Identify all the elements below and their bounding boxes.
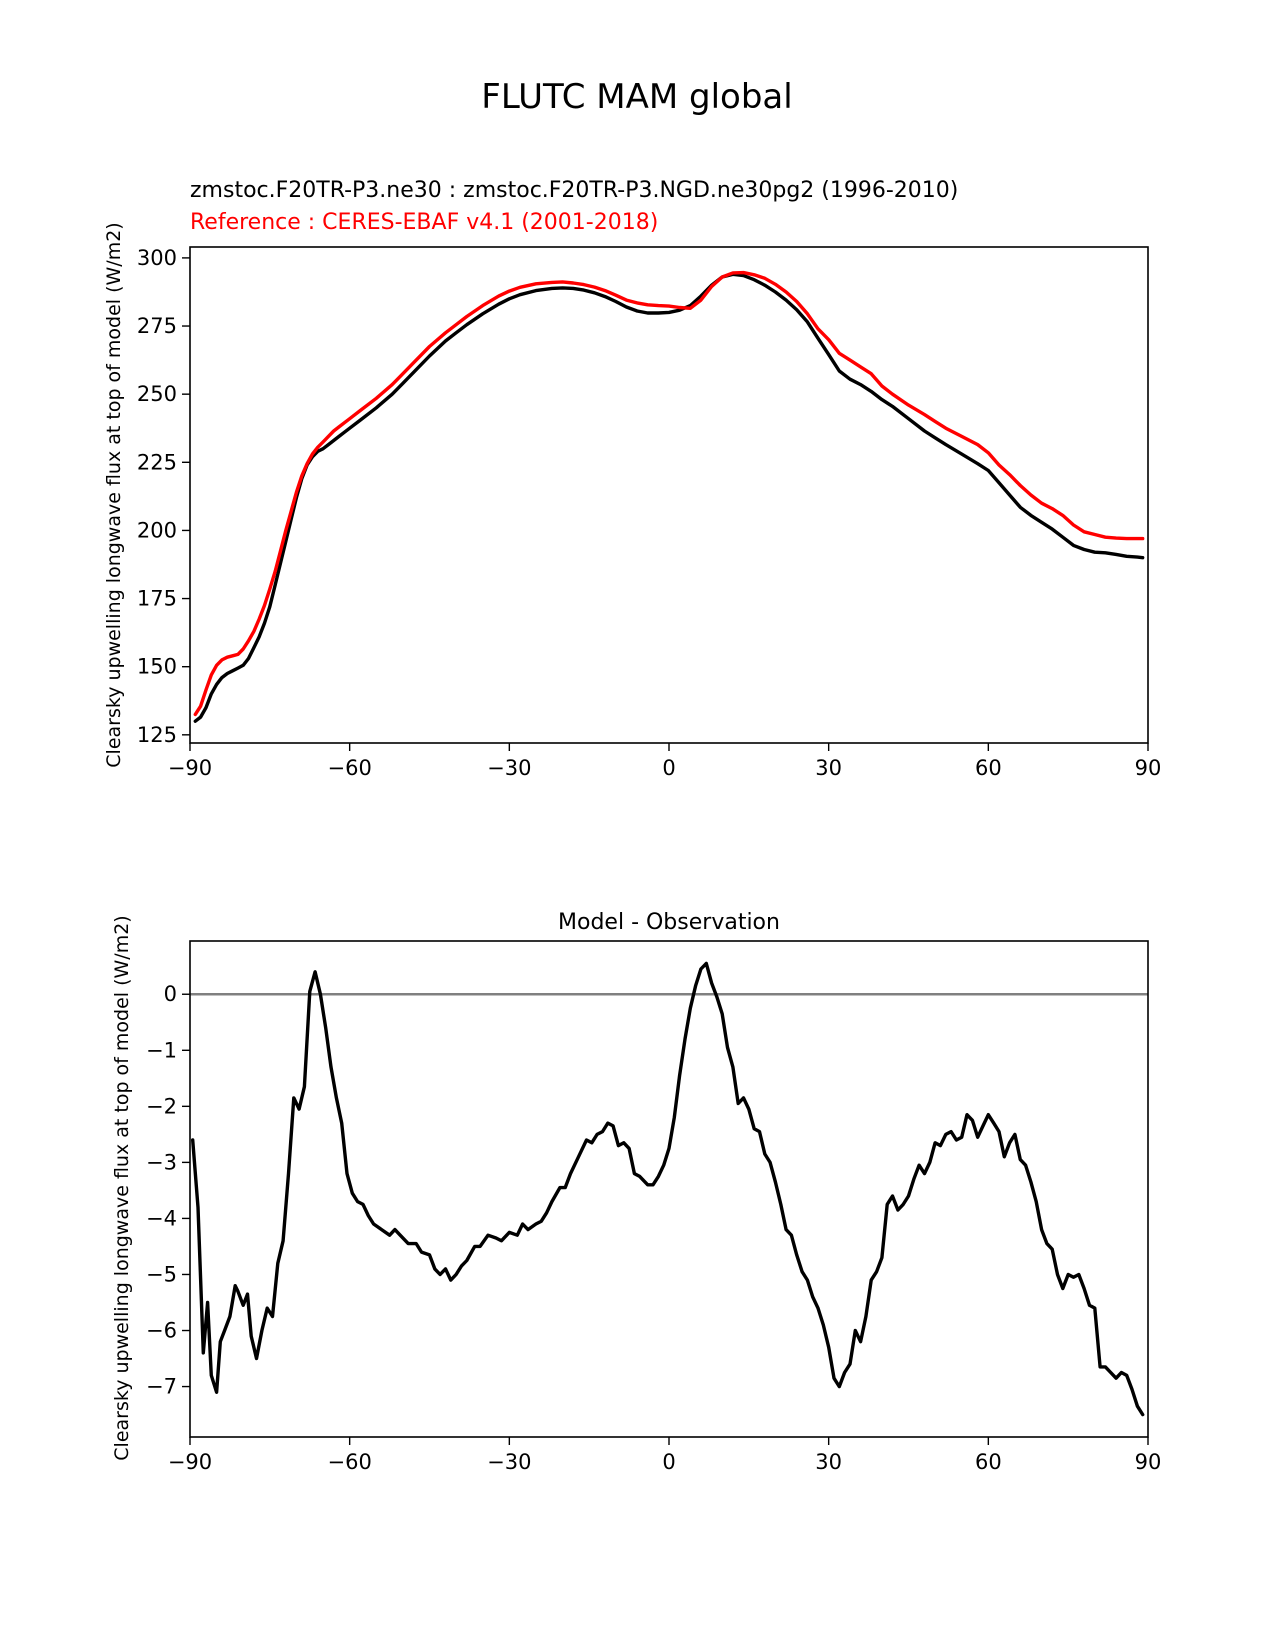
x-tick-label: 30 bbox=[815, 1450, 842, 1474]
y-tick-label: 125 bbox=[137, 723, 177, 747]
test-series-line bbox=[193, 272, 1145, 723]
reference-series-line bbox=[193, 270, 1145, 717]
x-tick-label: 0 bbox=[662, 756, 675, 780]
y-tick-label: −1 bbox=[146, 1038, 177, 1062]
top-plot-frame bbox=[189, 246, 1149, 744]
bottom-series bbox=[190, 961, 1148, 1417]
y-tick-label: 300 bbox=[137, 246, 177, 270]
y-axis-label: Clearsky upwelling longwave flux at top … bbox=[111, 915, 133, 1460]
zonal-mean-panel: zmstoc.F20TR-P3.ne30 : zmstoc.F20TR-P3.N… bbox=[103, 178, 1161, 780]
y-axis-label: Clearsky upwelling longwave flux at top … bbox=[103, 222, 125, 767]
test-label: zmstoc.F20TR-P3.ne30 : zmstoc.F20TR-P3.N… bbox=[190, 178, 958, 203]
x-tick-label: −60 bbox=[328, 1450, 372, 1474]
y-tick-label: 275 bbox=[137, 314, 177, 338]
top-ticks: −90 −60 −30 0 30 60 90 125 150 175 200 225 250 275 300 bbox=[137, 246, 1161, 780]
y-tick-label: −5 bbox=[146, 1262, 177, 1286]
reference-label: Reference : CERES-EBAF v4.1 (2001-2018) bbox=[190, 210, 658, 235]
difference-series-line bbox=[190, 961, 1145, 1417]
figure-title: FLUTC MAM global bbox=[481, 77, 792, 117]
difference-panel: Model - Observation Clearsky upwelling l… bbox=[111, 910, 1161, 1474]
y-tick-label: −3 bbox=[146, 1150, 177, 1174]
x-tick-label: 60 bbox=[975, 756, 1002, 780]
top-series bbox=[193, 270, 1145, 723]
y-tick-label: −4 bbox=[146, 1206, 177, 1230]
y-tick-label: 250 bbox=[137, 382, 177, 406]
y-tick-label: −2 bbox=[146, 1094, 177, 1118]
y-tick-label: −6 bbox=[146, 1319, 177, 1343]
bottom-plot-frame bbox=[189, 940, 1149, 1438]
difference-title: Model - Observation bbox=[558, 910, 780, 935]
x-tick-label: 30 bbox=[815, 756, 842, 780]
x-tick-label: 90 bbox=[1135, 756, 1162, 780]
x-tick-label: 60 bbox=[975, 1450, 1002, 1474]
y-tick-label: −7 bbox=[146, 1375, 177, 1399]
x-tick-label: −90 bbox=[168, 1450, 212, 1474]
bottom-ticks: −90 −60 −30 0 30 60 90 0 −1 −2 −3 −4 −5 −6 −7 bbox=[146, 982, 1161, 1474]
y-tick-label: 200 bbox=[137, 518, 177, 542]
x-tick-label: −60 bbox=[328, 756, 372, 780]
y-tick-label: 175 bbox=[137, 587, 177, 611]
y-tick-label: 225 bbox=[137, 450, 177, 474]
x-tick-label: 90 bbox=[1135, 1450, 1162, 1474]
x-tick-label: 0 bbox=[662, 1450, 675, 1474]
x-tick-label: −90 bbox=[168, 756, 212, 780]
y-tick-label: 150 bbox=[137, 655, 177, 679]
y-tick-label: 0 bbox=[164, 982, 177, 1006]
x-tick-label: −30 bbox=[487, 1450, 531, 1474]
x-tick-label: −30 bbox=[487, 756, 531, 780]
